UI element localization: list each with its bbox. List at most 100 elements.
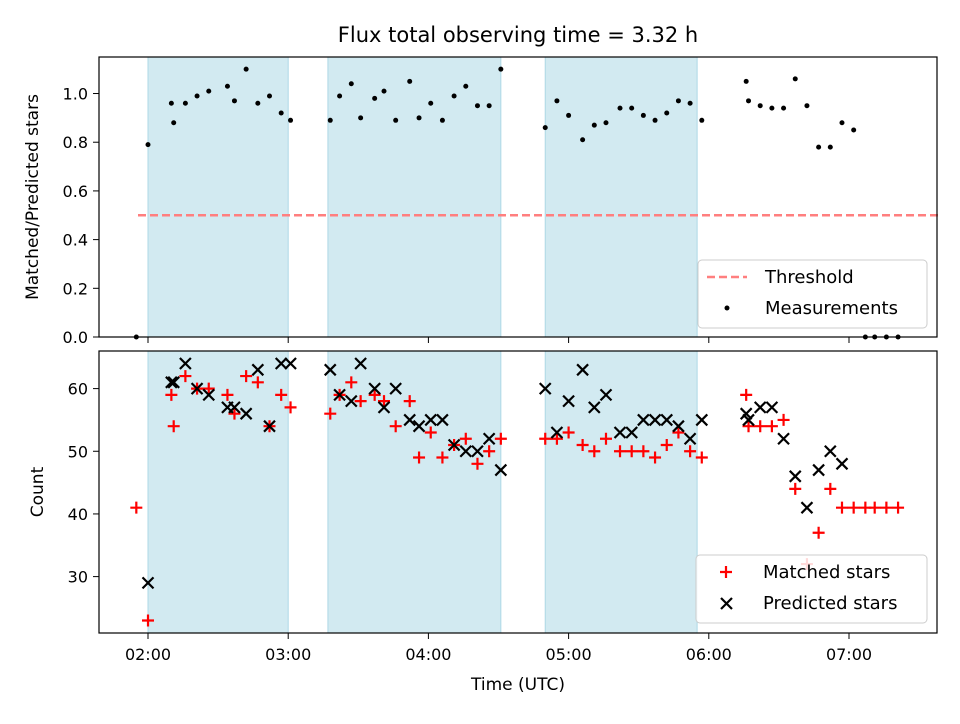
matched-star-point [165, 388, 178, 401]
matched-star-point [625, 445, 638, 458]
measurement-point [542, 125, 548, 131]
matched-star-point [494, 432, 507, 445]
y-tick-label: 0.0 [63, 328, 88, 347]
predicted-star-point [424, 413, 438, 427]
matched-star-point [459, 432, 472, 445]
measurement-point [746, 98, 752, 104]
measurement-point [231, 98, 237, 104]
matched-star-point [403, 395, 416, 408]
legend-matched-label: Matched stars [763, 562, 890, 583]
top-panel: 0.0 0.2 0.4 0.6 0.8 1.0 Matched/Predicted sta… [23, 56, 941, 347]
matched-star-point [754, 420, 767, 433]
measurement-point [243, 66, 249, 72]
matched-star-point [824, 482, 837, 495]
top-ylabel: Matched/Predicted stars [23, 94, 43, 300]
matched-star-point [847, 501, 860, 514]
measurement-point [171, 120, 177, 126]
matched-star-point [880, 501, 893, 514]
predicted-star-point [403, 413, 416, 427]
predicted-star-point [648, 413, 662, 427]
matched-star-point [436, 451, 449, 464]
predicted-star-point [263, 419, 276, 433]
matched-star-point [284, 401, 297, 414]
shaded-interval [147, 350, 289, 634]
predicted-star-point [284, 357, 297, 370]
measurement-point [743, 78, 749, 84]
measurement-point [428, 100, 434, 106]
measurement-point [381, 88, 387, 94]
measurement-point [554, 98, 560, 104]
matched-star-point [740, 388, 753, 401]
matched-star-point [251, 376, 264, 389]
matched-star-point [777, 413, 790, 426]
predicted-star-point [777, 432, 790, 446]
matched-star-point [179, 370, 192, 383]
predicted-star-point [812, 463, 825, 477]
measurement-point [640, 112, 646, 118]
matched-star-point [483, 445, 496, 458]
measurement-point [348, 81, 354, 87]
legend-measurements-label: Measurements [765, 298, 898, 319]
legend-threshold-label: Threshold [764, 267, 854, 288]
predicted-star-point [333, 388, 346, 402]
matched-star-point [240, 370, 253, 383]
predicted-star-point [482, 432, 496, 446]
chart-title: Flux total observing time = 3.32 h [338, 23, 698, 47]
matched-star-point [576, 439, 589, 451]
measurement-point [372, 95, 378, 101]
matched-star-point [539, 432, 552, 445]
predicted-star-point [800, 501, 814, 514]
measurement-point [474, 103, 480, 109]
measurement-point [769, 105, 775, 111]
matched-star-point [424, 426, 437, 439]
matched-star-point [562, 426, 575, 439]
predicted-star-point [660, 413, 674, 427]
matched-star-point [228, 407, 241, 420]
measurement-point [463, 83, 469, 89]
matched-star-point [868, 501, 881, 514]
measurement-point [182, 100, 188, 106]
bottom-legend-box [695, 554, 928, 624]
measurement-point [792, 76, 798, 82]
measurement-point [675, 98, 681, 104]
measurement-point [288, 117, 294, 123]
y-tick-label: 0.6 [63, 182, 88, 201]
legend-measurements-swatch [724, 305, 730, 311]
predicted-star-point [538, 382, 552, 395]
bottom-panel-frame [98, 350, 938, 634]
predicted-star-point [389, 382, 402, 395]
measurement-point [804, 103, 810, 109]
matched-star-point [765, 420, 778, 433]
matched-star-point [413, 451, 426, 464]
matched-star-point [368, 388, 381, 401]
y-tick-label: 60 [68, 380, 88, 399]
predicted-star-point [637, 413, 650, 427]
predicted-star-point [742, 413, 755, 427]
measurement-point [629, 105, 635, 111]
matched-star-point [130, 501, 143, 514]
bottom-ylabel: Count [28, 466, 48, 517]
measurement-point [407, 78, 413, 84]
predicted-star-point [447, 438, 461, 452]
measurement-point [145, 142, 151, 148]
predicted-star-point [239, 407, 253, 420]
measurement-point [393, 117, 399, 123]
predicted-star-point [824, 444, 837, 458]
measurement-point [687, 100, 693, 106]
predicted-star-point [354, 357, 367, 370]
matched-star-point [354, 395, 367, 408]
predicted-star-point [765, 401, 779, 414]
legend-matched-swatch [720, 566, 732, 578]
predicted-star-point [695, 413, 709, 427]
predicted-star-point [274, 357, 288, 370]
predicted-star-point [835, 457, 849, 471]
predicted-star-point [550, 426, 564, 439]
measurement-point [617, 105, 623, 111]
matched-star-point [637, 445, 650, 458]
measurement-point [224, 83, 230, 89]
shaded-interval [147, 56, 289, 338]
top-panel-frame [98, 56, 938, 338]
matched-star-point [812, 526, 825, 539]
measurement-point [327, 117, 333, 123]
